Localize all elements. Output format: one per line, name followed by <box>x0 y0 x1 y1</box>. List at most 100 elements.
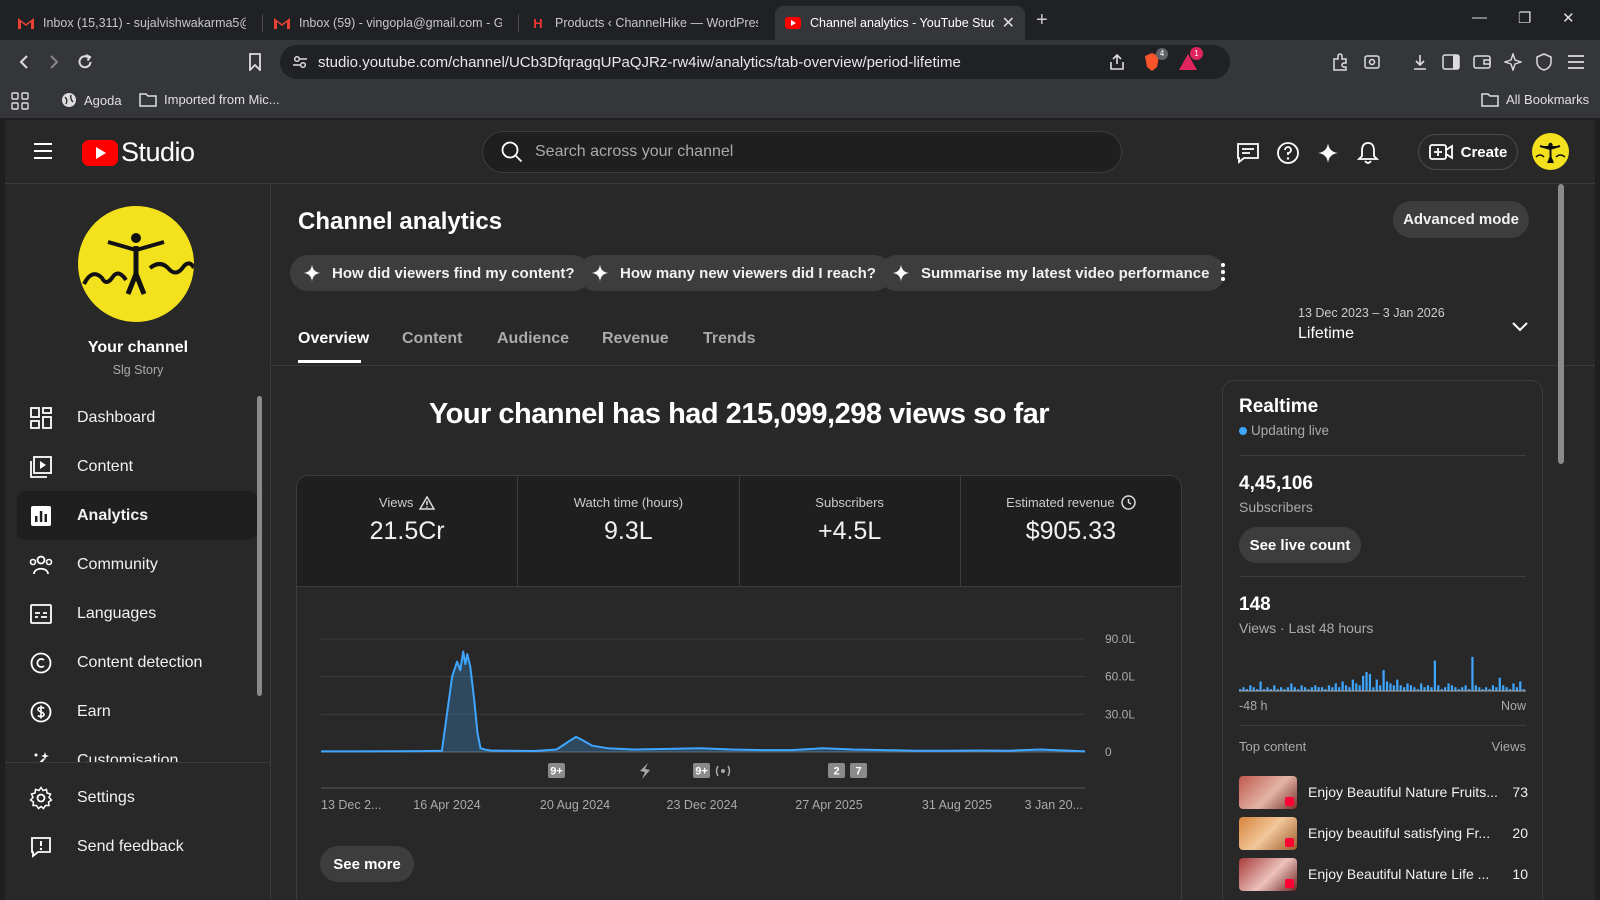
minimize-icon[interactable]: — <box>1472 9 1487 26</box>
channel-avatar[interactable] <box>78 206 194 322</box>
search-bar[interactable]: Search across your channel <box>482 131 1122 173</box>
realtime-bar[interactable] <box>1508 689 1512 691</box>
sidebar-item-content[interactable]: Content <box>17 442 257 491</box>
screenshot-icon[interactable] <box>1362 52 1382 72</box>
realtime-bar[interactable] <box>1389 683 1392 691</box>
realtime-bar[interactable] <box>1491 685 1495 691</box>
realtime-bar[interactable] <box>1423 687 1426 691</box>
realtime-bar[interactable] <box>1286 687 1290 691</box>
realtime-bar[interactable] <box>1512 683 1515 691</box>
tab-revenue[interactable]: Revenue <box>602 330 669 347</box>
realtime-bar[interactable] <box>1379 685 1382 691</box>
tab-trends[interactable]: Trends <box>703 330 756 347</box>
realtime-bar[interactable] <box>1344 685 1348 691</box>
realtime-bar[interactable] <box>1355 683 1358 691</box>
tab-audience[interactable]: Audience <box>497 330 570 347</box>
realtime-bar[interactable] <box>1348 687 1351 691</box>
realtime-bar[interactable] <box>1375 679 1378 691</box>
back-icon[interactable] <box>14 52 34 72</box>
see-more-button[interactable]: See more <box>320 846 414 882</box>
all-bookmarks[interactable]: All Bookmarks <box>1481 92 1589 107</box>
realtime-bar[interactable] <box>1399 685 1402 691</box>
share-icon[interactable] <box>1108 53 1126 71</box>
realtime-bar[interactable] <box>1467 689 1471 691</box>
notifications-bell-icon[interactable] <box>1355 140 1381 166</box>
site-settings-icon[interactable] <box>292 54 308 70</box>
main-scrollbar[interactable] <box>1558 184 1564 464</box>
realtime-bar[interactable] <box>1413 687 1416 691</box>
sidebar-item-settings[interactable]: Settings <box>17 773 257 822</box>
hamburger-menu-icon[interactable] <box>33 142 53 160</box>
tab-content[interactable]: Content <box>402 330 463 347</box>
bookmark-agoda[interactable]: Agoda <box>61 92 122 108</box>
realtime-bar[interactable] <box>1461 687 1464 691</box>
realtime-bar[interactable] <box>1259 681 1262 692</box>
realtime-bar[interactable] <box>1280 687 1283 691</box>
metric-watch-time[interactable]: Watch time (hours) 9.3L <box>518 476 740 586</box>
realtime-bar[interactable] <box>1351 679 1354 691</box>
ai-chip-summarise[interactable]: Summarise my latest video performance <box>879 255 1226 291</box>
realtime-bar[interactable] <box>1444 687 1447 691</box>
bookmark-page-icon[interactable] <box>245 52 265 72</box>
realtime-bar[interactable] <box>1495 687 1498 691</box>
sidebar-item-languages[interactable]: Languages <box>17 589 257 638</box>
realtime-bar[interactable] <box>1498 677 1501 691</box>
realtime-bar[interactable] <box>1457 689 1460 691</box>
realtime-bar[interactable] <box>1385 681 1389 692</box>
sidebar-item-send-feedback[interactable]: Send feedback <box>17 822 257 871</box>
realtime-bar[interactable] <box>1256 689 1259 691</box>
realtime-bar[interactable] <box>1249 685 1252 691</box>
views-chart[interactable]: 90.0L 60.0L 30.0L 0 9+ 9+ 2 7 13 Dec 2... 16 Apr … <box>297 587 1183 900</box>
realtime-bar[interactable] <box>1327 685 1331 691</box>
realtime-bar[interactable] <box>1242 687 1245 691</box>
video-annotation-marker[interactable]: 9+ <box>548 763 565 778</box>
close-window-icon[interactable]: ✕ <box>1562 10 1575 27</box>
realtime-bar[interactable] <box>1239 689 1242 691</box>
advanced-mode-button[interactable]: Advanced mode <box>1393 201 1529 238</box>
browser-tab-gmail-1[interactable]: Inbox (15,311) - sujalvishwakarma5@ <box>8 6 256 40</box>
realtime-bar[interactable] <box>1300 685 1303 691</box>
realtime-bar[interactable] <box>1331 687 1334 691</box>
forward-icon[interactable] <box>44 52 64 72</box>
realtime-bar[interactable] <box>1290 683 1293 691</box>
metric-views[interactable]: Views 21.5Cr <box>297 476 519 586</box>
realtime-bar[interactable] <box>1454 687 1457 691</box>
sidebar-item-earn[interactable]: Earn <box>17 687 257 736</box>
browser-tab-youtube-studio[interactable]: Channel analytics - YouTube Stud ✕ <box>775 6 1025 40</box>
realtime-bar[interactable] <box>1382 670 1385 691</box>
browser-tab-channelhike[interactable]: H Products ‹ ChannelHike — WordPress <box>520 6 768 40</box>
reload-icon[interactable] <box>75 52 95 72</box>
realtime-bar[interactable] <box>1365 672 1368 691</box>
bookmark-imported-folder[interactable]: Imported from Mic... <box>139 92 280 107</box>
leo-ai-icon[interactable] <box>1503 52 1523 72</box>
extensions-icon[interactable] <box>1330 52 1350 72</box>
sidebar-item-analytics[interactable]: Analytics <box>17 491 257 540</box>
realtime-bar[interactable] <box>1474 685 1477 691</box>
realtime-bar[interactable] <box>1481 689 1484 691</box>
date-range-picker[interactable]: 13 Dec 2023 – 3 Jan 2026 Lifetime <box>1298 306 1548 346</box>
top-content-row[interactable]: Enjoy Beautiful Nature Fruits... 73 <box>1239 775 1528 809</box>
sidebar-item-community[interactable]: Community <box>17 540 257 589</box>
realtime-bar[interactable] <box>1338 687 1341 691</box>
realtime-bar[interactable] <box>1396 679 1399 691</box>
metric-revenue[interactable]: Estimated revenue $905.33 <box>960 476 1181 586</box>
realtime-bar[interactable] <box>1293 687 1296 691</box>
realtime-bar[interactable] <box>1420 683 1423 691</box>
more-options-icon[interactable] <box>1220 262 1226 282</box>
realtime-bar[interactable] <box>1485 687 1488 691</box>
realtime-bar[interactable] <box>1324 689 1327 691</box>
wallet-icon[interactable] <box>1472 52 1492 72</box>
new-tab-icon[interactable]: + <box>1036 9 1048 31</box>
see-live-count-button[interactable]: See live count <box>1239 527 1361 563</box>
sidebar-item-dashboard[interactable]: Dashboard <box>17 393 257 442</box>
rewards-icon[interactable] <box>1178 53 1198 71</box>
studio-logo[interactable]: Studio <box>82 137 195 168</box>
realtime-bar[interactable] <box>1341 681 1344 692</box>
realtime-bar[interactable] <box>1430 687 1433 691</box>
browser-tab-gmail-2[interactable]: Inbox (59) - vingopla@gmail.com - G <box>264 6 512 40</box>
video-annotation-marker[interactable]: 7 <box>850 763 867 778</box>
realtime-bar[interactable] <box>1515 687 1518 691</box>
close-tab-icon[interactable]: ✕ <box>1001 15 1015 32</box>
video-annotation-marker[interactable]: 2 <box>828 763 845 778</box>
realtime-bar[interactable] <box>1519 681 1522 692</box>
